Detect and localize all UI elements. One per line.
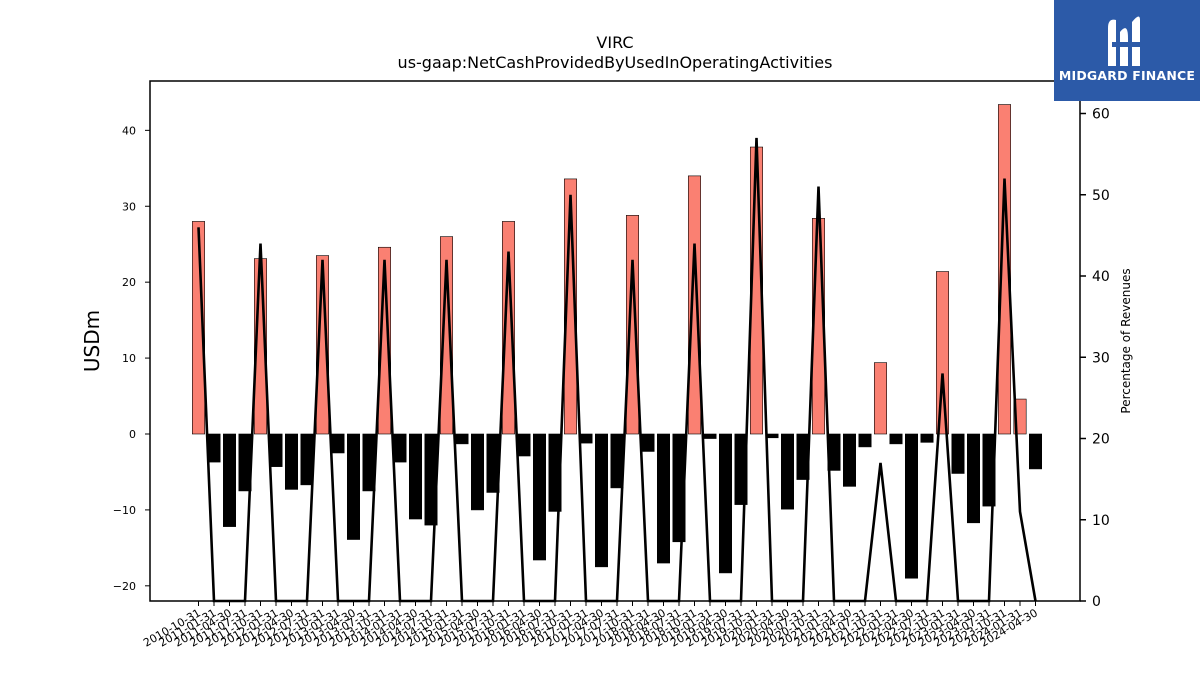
bar-2015-04-30: [470, 433, 484, 511]
y2-axis-label: Percentage of Revenues: [1119, 268, 1133, 413]
bar-2013-10-31: [377, 246, 391, 435]
y-tick-label-10: 10: [122, 352, 136, 365]
bar-2019-01-31: [703, 433, 717, 439]
bar-2015-10-31: [501, 221, 515, 435]
bar-2022-04-30: [904, 433, 918, 579]
bar-2019-04-30: [718, 433, 732, 574]
y2-tick-label-60: 60: [1092, 107, 1110, 123]
bar-2021-07-31: [858, 433, 872, 448]
brand-logo: MIDGARD FINANCE: [1054, 0, 1200, 101]
y-tick-label-20: 20: [122, 276, 136, 289]
bar-2013-01-31: [331, 433, 345, 454]
bar-2022-01-31: [889, 433, 903, 445]
bar-2012-01-31: [269, 433, 283, 467]
bar-2017-04-30: [594, 433, 608, 568]
y2-tick-label-0: 0: [1092, 594, 1101, 610]
bar-2022-10-31: [935, 271, 949, 435]
y-tick-label--10: −10: [113, 504, 136, 517]
bar-2014-01-31: [393, 433, 407, 463]
bar-2012-04-30: [284, 433, 298, 490]
bar-2011-04-30: [223, 433, 237, 527]
bar-2014-04-30: [408, 433, 422, 520]
y-axis-label: USDm: [80, 310, 104, 372]
bar-2013-04-30: [346, 433, 360, 540]
y2-tick-label-50: 50: [1092, 188, 1110, 204]
y2-tick-label-20: 20: [1092, 432, 1110, 448]
chart-subtitle: us-gaap:NetCashProvidedByUsedInOperating…: [398, 53, 833, 72]
y-tick-label--20: −20: [113, 580, 136, 593]
bar-2024-04-30: [1029, 433, 1043, 470]
chart-title: VIRC: [596, 33, 633, 52]
y2-tick-label-40: 40: [1092, 269, 1110, 285]
y-tick-label-30: 30: [122, 200, 136, 213]
y-tick-label-40: 40: [122, 124, 136, 137]
bar-2021-04-30: [842, 433, 856, 487]
y2-tick-label-10: 10: [1092, 513, 1110, 529]
bar-2020-04-30: [780, 433, 794, 510]
bar-2021-10-31: [873, 362, 887, 435]
bar-2017-01-31: [579, 433, 593, 444]
bar-2018-01-31: [641, 433, 655, 452]
brand-name: MIDGARD FINANCE: [1058, 68, 1196, 83]
bar-2023-04-30: [966, 433, 980, 524]
bar-2017-10-31: [625, 215, 639, 435]
bar-2018-04-30: [656, 433, 670, 564]
mh-monogram-icon: [1108, 16, 1142, 67]
plot-frame: [149, 80, 1081, 602]
bar-2016-04-30: [532, 433, 546, 561]
bar-2023-01-31: [951, 433, 965, 474]
bar-2016-01-31: [517, 433, 531, 457]
bar-2015-01-31: [455, 433, 469, 445]
x-axis: 2010-10-312011-01-312011-04-302011-07-31…: [141, 601, 1040, 650]
y-tick-label-0: 0: [129, 428, 136, 441]
bar-2022-07-31: [920, 433, 934, 443]
right-axis: 0 10 20 30 40 50 60: [1080, 107, 1110, 610]
y2-tick-label-30: 30: [1092, 350, 1110, 366]
left-axis: −20 −10 0 10 20 30 40: [113, 124, 150, 593]
bar-2023-10-31: [997, 104, 1011, 435]
bar-2011-01-31: [207, 433, 221, 463]
bar-2018-10-31: [687, 175, 701, 435]
bar-2014-10-31: [439, 236, 453, 435]
